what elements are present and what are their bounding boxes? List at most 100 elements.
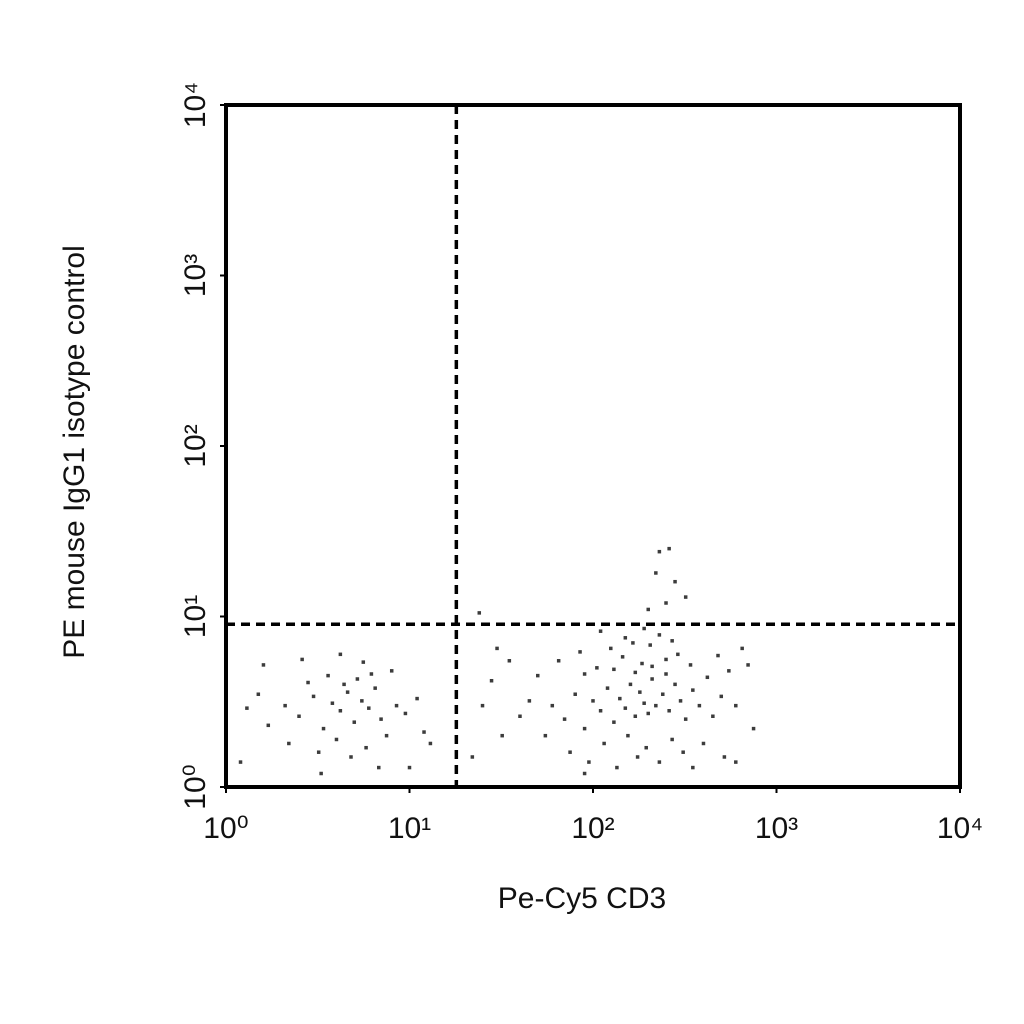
point xyxy=(338,652,343,657)
point xyxy=(384,733,389,738)
x-tick-label: 10⁴ xyxy=(937,812,983,845)
point xyxy=(657,633,662,637)
y-tick-label: 10⁴ xyxy=(179,82,212,128)
point xyxy=(642,626,646,631)
point xyxy=(633,714,638,718)
point xyxy=(527,699,532,703)
point xyxy=(635,755,640,759)
point xyxy=(661,692,665,696)
x-tick-label: 10³ xyxy=(755,812,798,845)
point xyxy=(628,682,633,687)
point xyxy=(352,720,357,724)
point xyxy=(306,680,310,685)
point xyxy=(667,709,671,713)
plot-frame xyxy=(224,103,962,789)
point xyxy=(644,745,648,750)
point xyxy=(657,549,662,554)
point xyxy=(595,666,599,670)
point xyxy=(609,646,613,651)
point xyxy=(673,682,677,687)
point xyxy=(681,750,685,754)
point xyxy=(626,733,630,738)
point xyxy=(667,546,671,551)
point xyxy=(751,726,756,731)
point xyxy=(734,760,738,764)
point xyxy=(316,750,321,754)
point xyxy=(719,694,724,699)
point xyxy=(631,641,635,645)
point xyxy=(676,652,680,657)
point xyxy=(367,706,371,710)
point xyxy=(360,699,364,703)
point xyxy=(740,646,744,651)
point xyxy=(691,765,695,770)
point xyxy=(657,760,662,764)
point xyxy=(688,663,693,667)
point xyxy=(633,670,638,675)
point xyxy=(648,643,652,647)
point xyxy=(407,765,412,770)
point xyxy=(568,750,572,754)
point xyxy=(678,699,683,703)
point xyxy=(330,701,335,705)
point xyxy=(612,667,616,672)
point xyxy=(598,709,603,713)
point xyxy=(470,755,475,759)
point xyxy=(716,653,720,658)
point xyxy=(245,706,249,710)
point xyxy=(422,730,426,734)
point xyxy=(338,709,343,713)
point xyxy=(650,677,654,681)
point xyxy=(722,755,727,759)
point xyxy=(373,686,377,690)
point xyxy=(321,726,326,731)
point xyxy=(394,703,399,708)
point xyxy=(691,688,695,692)
point xyxy=(650,664,654,669)
point xyxy=(342,682,346,687)
point xyxy=(654,703,658,708)
point xyxy=(620,655,625,659)
point xyxy=(640,661,644,666)
point xyxy=(670,737,674,742)
point xyxy=(428,741,433,746)
point xyxy=(369,672,374,676)
point xyxy=(480,703,485,708)
point xyxy=(727,669,731,673)
point xyxy=(500,733,504,738)
point xyxy=(664,672,668,676)
point xyxy=(618,696,622,701)
point xyxy=(587,760,591,764)
point xyxy=(495,646,499,651)
point xyxy=(673,579,677,584)
point xyxy=(297,714,301,718)
point xyxy=(507,659,512,663)
point xyxy=(238,760,243,764)
point xyxy=(598,629,603,633)
point xyxy=(489,678,494,683)
point xyxy=(642,701,646,705)
point xyxy=(573,692,577,696)
point xyxy=(612,720,616,724)
point xyxy=(349,755,353,759)
y-tick-label: 10¹ xyxy=(179,595,212,638)
point xyxy=(602,741,606,746)
point xyxy=(670,639,674,643)
point xyxy=(734,703,738,708)
point xyxy=(261,663,266,667)
point xyxy=(403,711,408,716)
point xyxy=(605,686,610,690)
point xyxy=(646,711,650,716)
point xyxy=(683,595,688,599)
point xyxy=(287,741,291,746)
point xyxy=(582,771,587,776)
point xyxy=(746,663,750,667)
y-tick-label: 10³ xyxy=(179,254,212,297)
point xyxy=(283,703,287,708)
point xyxy=(326,673,330,678)
point xyxy=(664,601,668,605)
point xyxy=(582,672,587,676)
point xyxy=(345,690,350,694)
